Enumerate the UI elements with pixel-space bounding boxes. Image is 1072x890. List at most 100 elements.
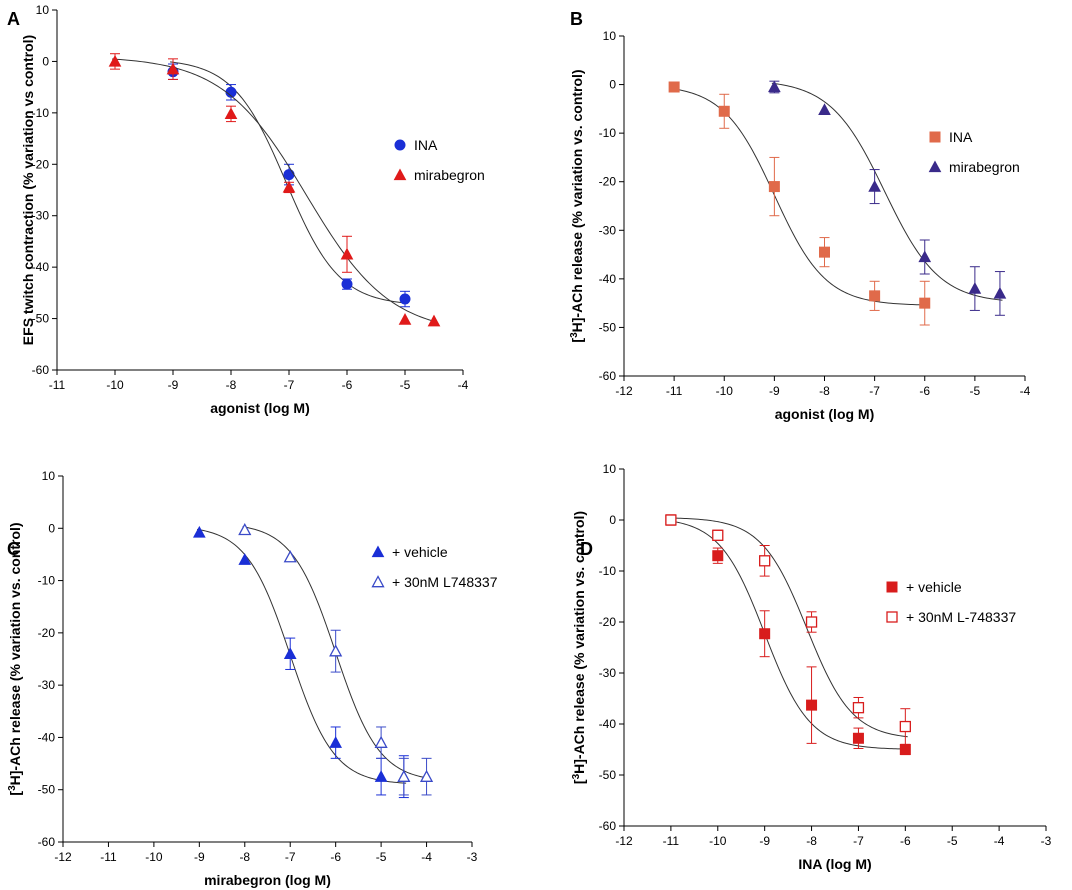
legend-label: + vehicle — [906, 579, 962, 595]
data-point — [283, 647, 297, 659]
y-tick-label: -50 — [38, 783, 56, 797]
data-point — [759, 628, 771, 640]
fit-curve — [196, 528, 407, 784]
x-tick-label: -5 — [970, 384, 981, 398]
x-tick-label: -8 — [819, 384, 830, 398]
data-point — [329, 644, 343, 657]
data-point — [768, 80, 781, 93]
y-tick-label: -50 — [599, 320, 617, 334]
x-tick-label: -7 — [284, 378, 295, 392]
legend-label: mirabegron — [949, 159, 1020, 175]
data-point — [718, 105, 730, 117]
y-axis-label-rest: H]-ACh release (% variation vs. control) — [569, 69, 585, 332]
y-tick-label: -50 — [32, 312, 50, 326]
x-tick-label: -8 — [226, 378, 237, 392]
x-tick-label: -9 — [194, 850, 205, 864]
data-point — [283, 550, 297, 563]
data-point — [968, 282, 982, 294]
x-tick-label: -11 — [49, 378, 66, 392]
y-tick-label: 10 — [42, 469, 56, 483]
x-tick-label: -4 — [994, 834, 1005, 848]
x-axis-label: mirabegron (log M) — [204, 872, 331, 888]
panel-letter: A — [7, 9, 20, 29]
x-tick-label: -6 — [342, 378, 353, 392]
series-mirabegron — [108, 53, 441, 327]
x-tick-label: -5 — [400, 378, 411, 392]
series--vehicle — [192, 525, 411, 799]
data-point — [665, 514, 677, 526]
data-point — [397, 769, 411, 782]
data-point — [108, 54, 122, 67]
y-axis-label: [3H]-ACh release (% variation vs. contro… — [571, 511, 588, 784]
legend-marker — [371, 545, 385, 558]
x-tick-label: -6 — [900, 834, 911, 848]
y-axis-label-prefix: [ — [571, 779, 587, 784]
data-point — [283, 169, 295, 181]
x-tick-label: -7 — [869, 384, 880, 398]
legend-label: + vehicle — [392, 544, 448, 560]
y-tick-label: -60 — [599, 819, 617, 833]
data-point — [427, 314, 441, 327]
fit-curve — [112, 58, 438, 323]
panel-letter: B — [570, 9, 583, 29]
y-tick-label: 10 — [36, 3, 50, 17]
x-tick-label: -10 — [709, 834, 727, 848]
series-mirabegron — [768, 80, 1007, 316]
y-tick-label: -60 — [32, 363, 50, 377]
y-axis-label: EFS twitch contraction (% variation vs c… — [20, 35, 36, 345]
x-tick-label: -9 — [759, 834, 770, 848]
data-point — [818, 103, 831, 116]
panel-letter: D — [580, 539, 593, 559]
legend-label: mirabegron — [414, 167, 485, 183]
y-tick-label: -40 — [38, 730, 56, 744]
series--30nm-l748337 — [238, 522, 434, 796]
data-point — [759, 555, 771, 567]
legend-label: INA — [414, 137, 438, 153]
data-point — [399, 293, 411, 305]
y-axis-label: [3H]-ACh release (% variation vs. contro… — [7, 522, 24, 795]
data-point — [192, 525, 206, 538]
panel-a: A -11 -10 -9 -8 -7 -6 -5 -4 -60 -50 -40 -30 -20 -10 0 10… — [7, 3, 485, 416]
data-point — [374, 770, 388, 782]
y-tick-label: 0 — [42, 54, 49, 68]
x-axis-label: INA (log M) — [798, 856, 871, 872]
x-tick-label: -12 — [615, 834, 633, 848]
x-tick-label: -10 — [145, 850, 163, 864]
x-tick-label: -8 — [239, 850, 250, 864]
y-tick-label: -40 — [32, 260, 50, 274]
x-tick-label: -6 — [330, 850, 341, 864]
y-tick-label: -60 — [599, 369, 617, 383]
x-tick-label: -3 — [467, 850, 478, 864]
data-point — [329, 736, 343, 748]
y-tick-label: -20 — [32, 157, 50, 171]
x-tick-label: -11 — [100, 850, 117, 864]
data-point — [852, 702, 865, 714]
y-tick-label: -50 — [599, 768, 617, 782]
y-axis-label-superscript: 3 — [569, 332, 580, 338]
y-tick-label: -20 — [38, 626, 56, 640]
fit-curve — [668, 520, 908, 750]
y-axis-label-rest: H]-ACh release (% variation vs. control) — [571, 511, 587, 774]
series--vehicle — [665, 514, 911, 756]
y-tick-label: 0 — [609, 513, 616, 527]
x-tick-label: -4 — [421, 850, 432, 864]
x-tick-label: -12 — [54, 850, 72, 864]
legend-marker — [394, 139, 406, 151]
data-point — [868, 180, 881, 192]
legend-marker — [886, 611, 898, 623]
y-tick-label: -20 — [599, 615, 617, 629]
x-tick-label: -6 — [919, 384, 930, 398]
x-tick-label: -9 — [168, 378, 179, 392]
fit-curve — [668, 517, 908, 738]
y-tick-label: -10 — [32, 106, 50, 120]
x-tick-label: -5 — [376, 850, 387, 864]
data-point — [166, 62, 180, 75]
y-tick-label: -10 — [38, 574, 56, 588]
panel-b: B -12 -11 -10 -9 -8 -7 -6 -5 -4 -60 -50 -40 -30 -20 -10… — [569, 9, 1031, 422]
y-axis-label-superscript: 3 — [571, 773, 582, 779]
y-tick-label: -30 — [599, 666, 617, 680]
y-tick-label: -30 — [599, 223, 617, 237]
y-axis-label: [3H]-ACh release (% variation vs. contro… — [569, 69, 586, 342]
y-tick-label: 0 — [48, 521, 55, 535]
